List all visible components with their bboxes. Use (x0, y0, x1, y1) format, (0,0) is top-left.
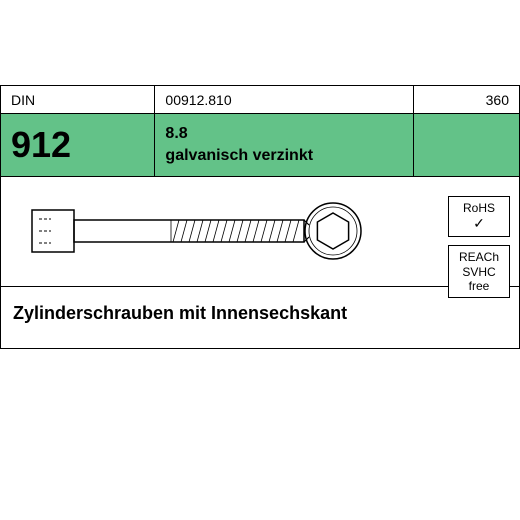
check-icon: ✓ (449, 215, 509, 232)
spec-row: 912 8.8 galvanisch verzinkt (1, 114, 519, 176)
reach-line1: REACh (449, 250, 509, 264)
product-code: 00912.810 (155, 86, 414, 114)
description-text: Zylinderschrauben mit Innensechskant (1, 286, 519, 348)
finish-text: galvanisch verzinkt (165, 145, 403, 167)
reach-line2: SVHC (449, 265, 509, 279)
reach-line3: free (449, 279, 509, 293)
rohs-label: RoHS (449, 201, 509, 215)
product-card: DIN 00912.810 360 912 8.8 galvanisch ver… (0, 85, 520, 349)
din-number: 912 (1, 114, 155, 176)
header-row: DIN 00912.810 360 (1, 86, 519, 114)
rohs-badge: RoHS ✓ (448, 196, 510, 237)
spec-right-empty (414, 114, 519, 176)
compliance-badges: RoHS ✓ REACh SVHC free (448, 196, 510, 298)
canvas: DIN 00912.810 360 912 8.8 galvanisch ver… (0, 0, 520, 520)
reach-badge: REACh SVHC free (448, 245, 510, 298)
illustration-area (1, 176, 519, 286)
spec-cell: 8.8 galvanisch verzinkt (155, 114, 414, 176)
bolt-front-drawing (301, 199, 365, 268)
std-label: DIN (1, 86, 155, 114)
bolt-side-drawing (31, 209, 311, 261)
header-right-number: 360 (414, 86, 519, 114)
grade-text: 8.8 (165, 123, 403, 145)
